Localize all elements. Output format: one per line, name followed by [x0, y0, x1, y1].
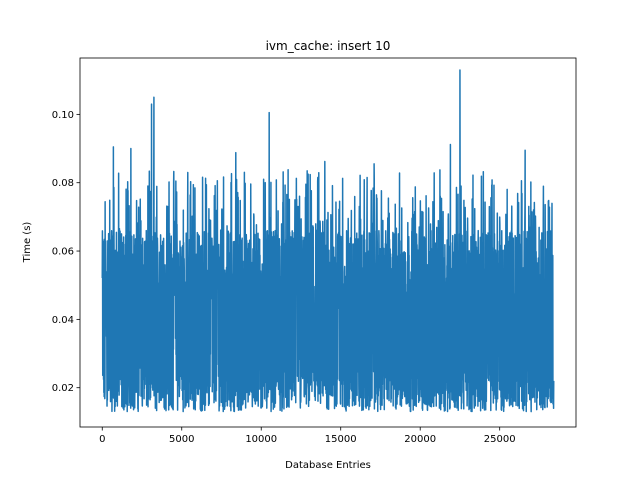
x-tick-label: 20000: [404, 434, 436, 445]
y-tick-label: 0.08: [52, 178, 74, 189]
x-tick-label: 5000: [169, 434, 194, 445]
x-tick-label: 25000: [484, 434, 516, 445]
y-tick-label: 0.06: [52, 247, 74, 258]
chart-title: ivm_cache: insert 10: [266, 39, 391, 53]
plot-area-frame: [79, 57, 577, 428]
y-tick-label: 0.04: [52, 315, 74, 326]
y-tick-label: 0.02: [52, 383, 74, 394]
series-layer: [101, 69, 555, 413]
x-tick-label: 0: [99, 434, 105, 445]
y-tick-label: 0.10: [52, 110, 74, 121]
series-line: [101, 69, 555, 413]
y-axis-label: Time (s): [22, 222, 33, 264]
x-tick-label: 10000: [245, 434, 277, 445]
x-axis: 0 5000 10000 15000 20000 25000: [99, 427, 516, 445]
x-tick-label: 15000: [325, 434, 357, 445]
x-axis-label: Database Entries: [285, 460, 371, 471]
y-axis: 0.02 0.04 0.06 0.08 0.10: [52, 110, 80, 394]
